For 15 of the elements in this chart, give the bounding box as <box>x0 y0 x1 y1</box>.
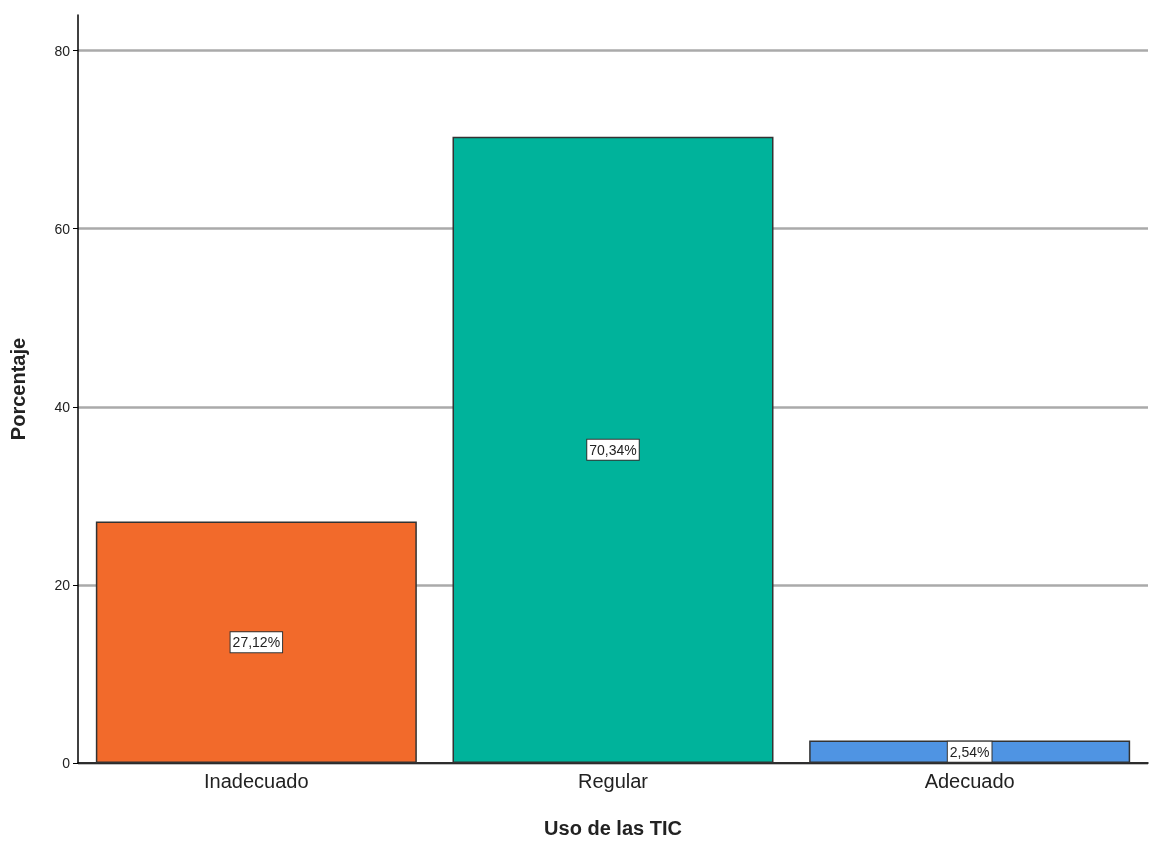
data-label: 2,54% <box>949 743 990 760</box>
x-tick-label: Adecuado <box>924 770 1015 792</box>
y-tick-label: 60 <box>54 220 71 237</box>
y-tick-label: 0 <box>62 755 71 771</box>
bar <box>452 136 774 763</box>
x-tick-label: Inadecuado <box>204 770 309 792</box>
y-tick-label: 20 <box>54 576 71 593</box>
x-axis-title: Uso de las TIC <box>544 817 682 839</box>
y-tick-label: 40 <box>54 398 71 415</box>
y-tick-label: 80 <box>54 42 71 59</box>
data-label: 70,34% <box>589 441 637 458</box>
data-label: 27,12% <box>232 634 281 651</box>
bar <box>95 521 417 763</box>
y-axis-title: Porcentaje <box>7 337 29 441</box>
x-tick-label: Regular <box>577 770 649 792</box>
